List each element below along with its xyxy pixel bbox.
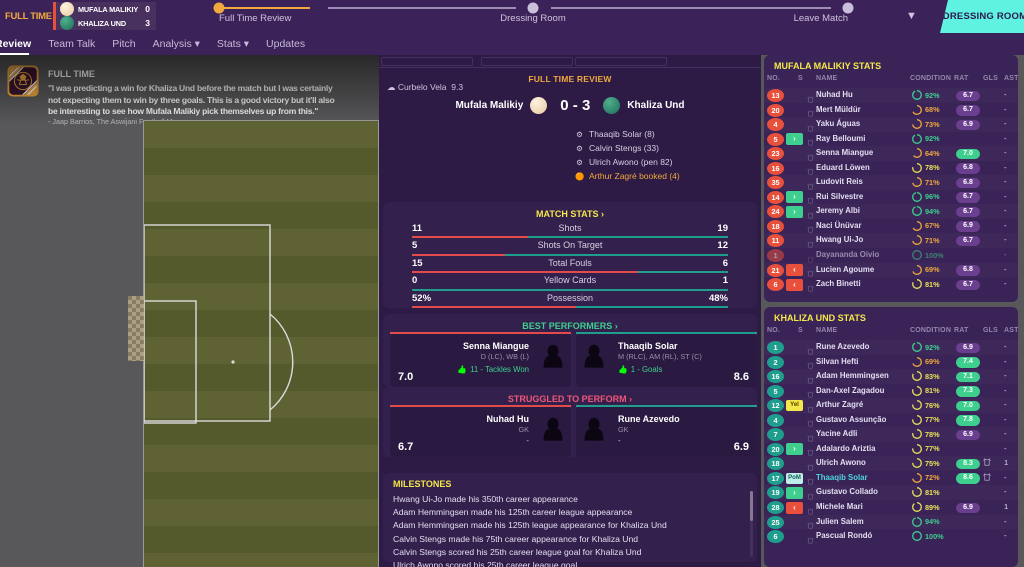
svg-text:Dressing Room: Dressing Room (500, 13, 566, 24)
svg-text:Full Time Review: Full Time Review (219, 13, 291, 24)
svg-text:Leave Match: Leave Match (794, 13, 848, 24)
